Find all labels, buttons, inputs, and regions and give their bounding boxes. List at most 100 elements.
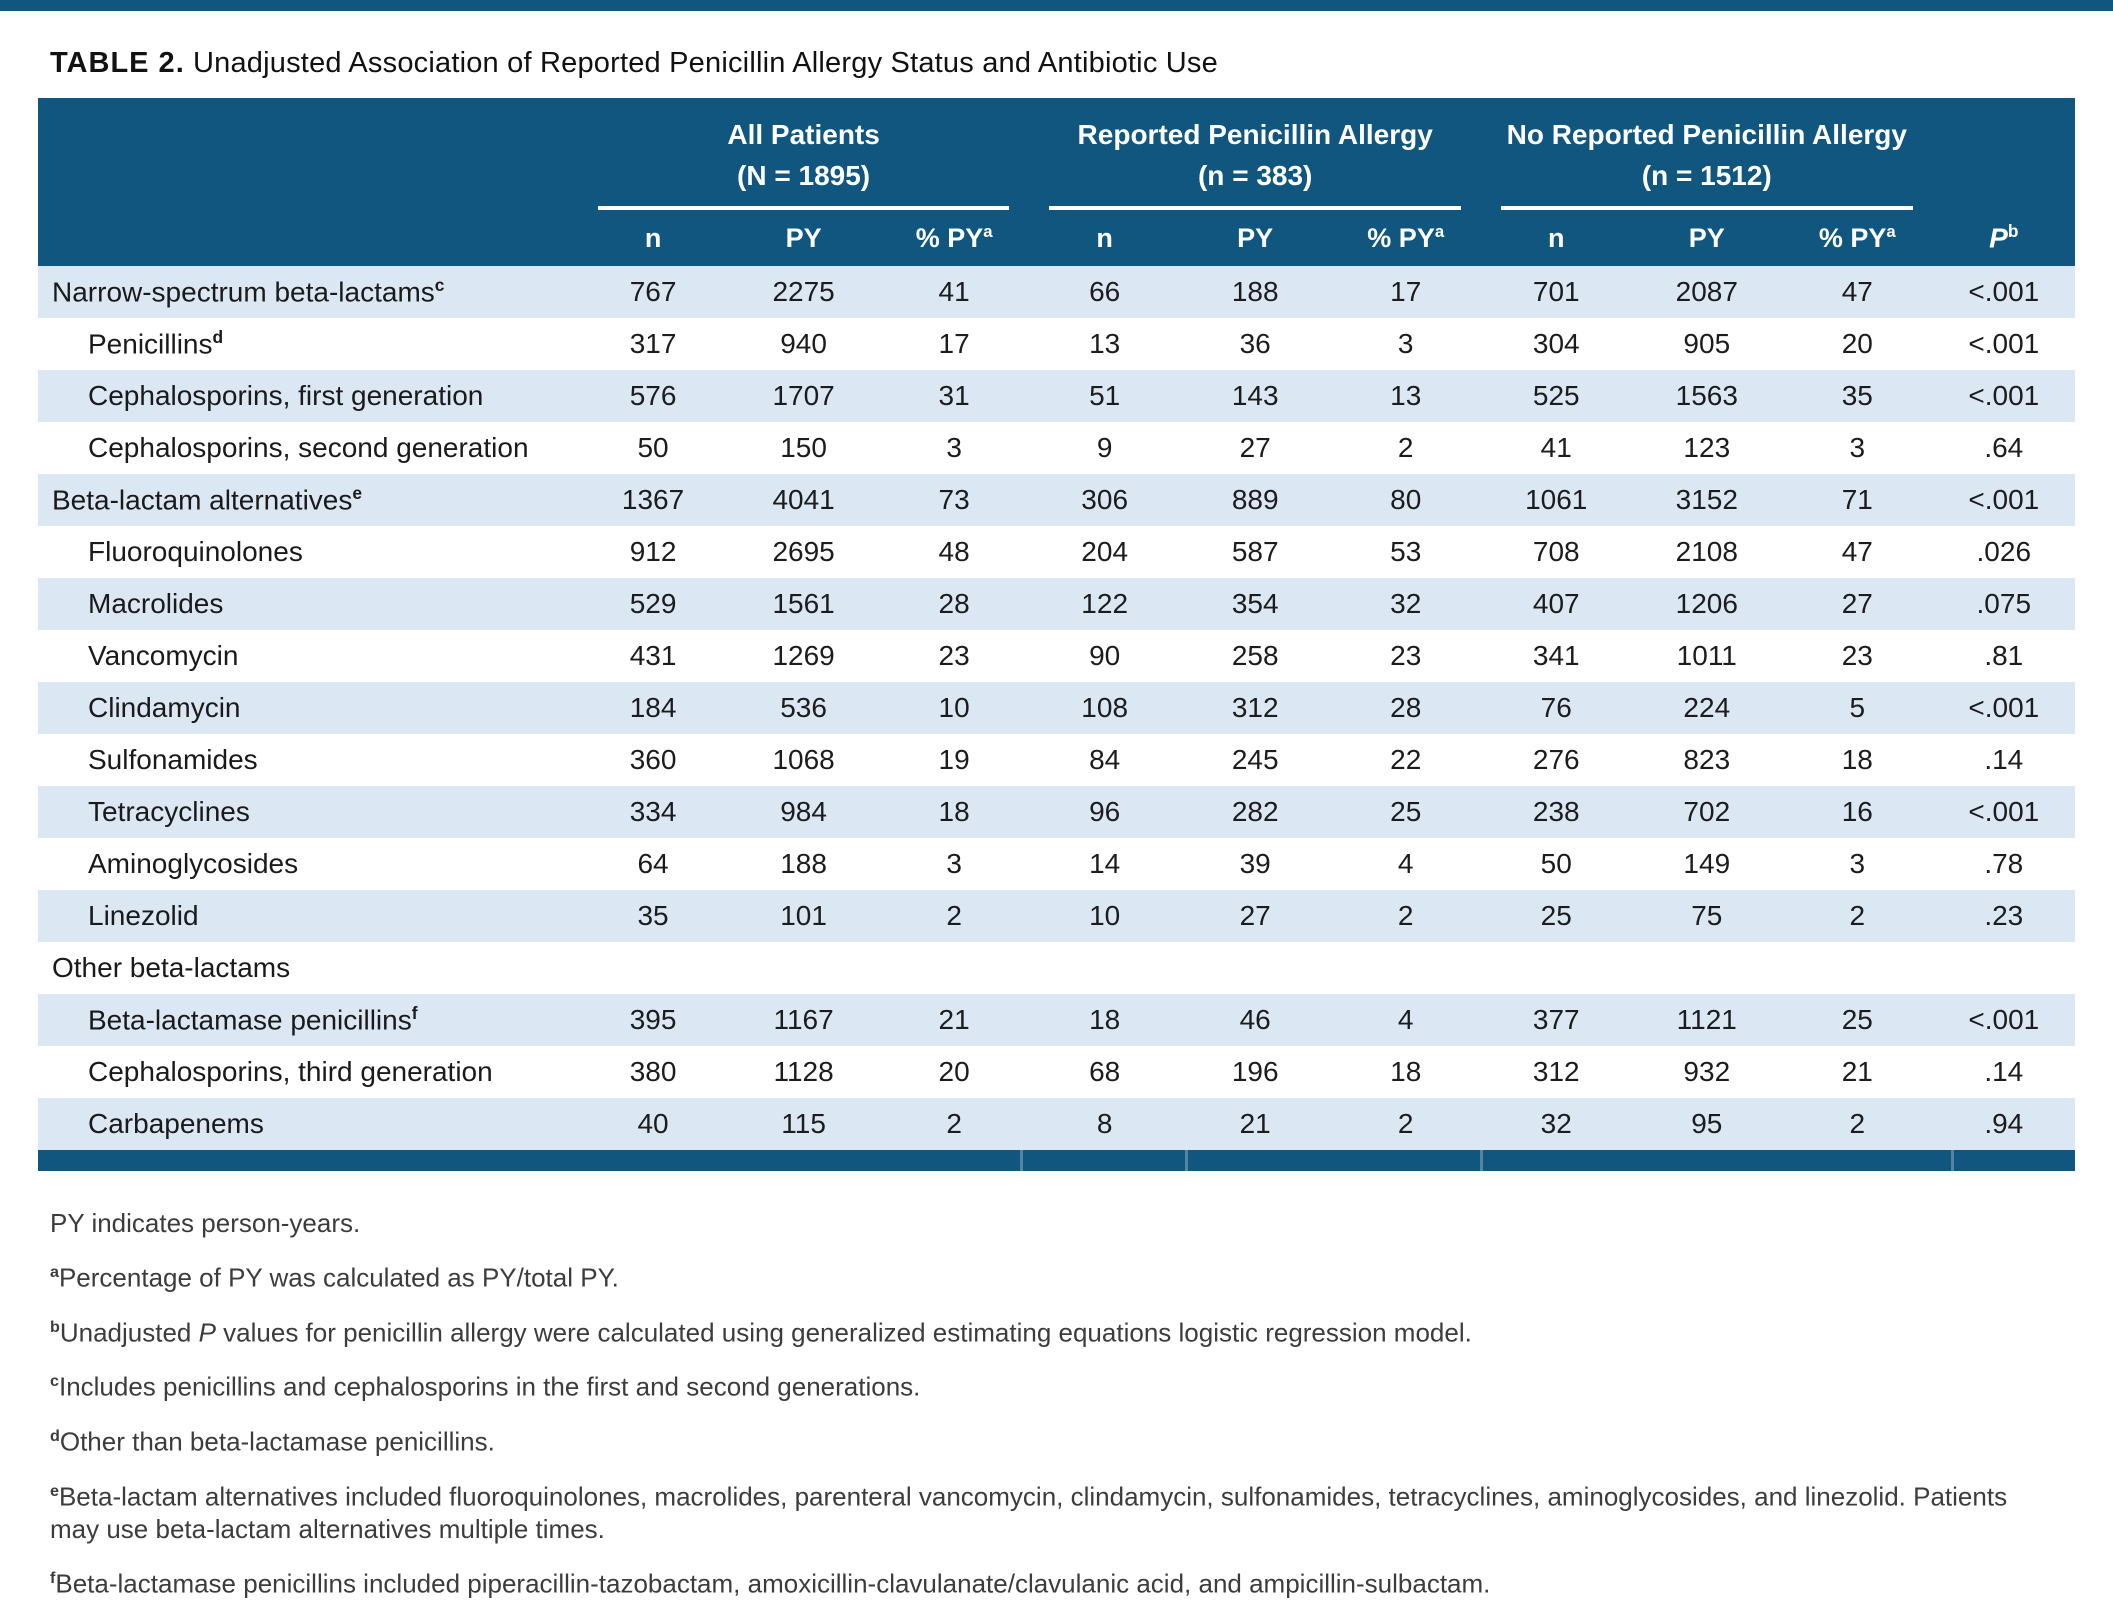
- footnote: bUnadjusted P values for penicillin alle…: [50, 1317, 1472, 1348]
- table-cell: 84: [1029, 734, 1180, 786]
- table-cell: 2: [1782, 890, 1933, 942]
- table-cell: [728, 942, 879, 994]
- table-cell: 3: [878, 422, 1030, 474]
- column-header-row: n PY % PYa n PY % PYa n PY % PYa Pb: [38, 210, 2075, 266]
- table-cell: 28: [1330, 682, 1481, 734]
- row-label: Linezolid: [38, 890, 578, 942]
- row-label: Narrow-spectrum beta-lactamsc: [38, 266, 578, 318]
- table-body: Narrow-spectrum beta-lactamsc 767 2275 41 66…: [38, 266, 2075, 1150]
- table-cell: 984: [728, 786, 879, 838]
- table-cell: 53: [1330, 526, 1481, 578]
- table-cell: 51: [1029, 370, 1180, 422]
- table-cell: 80: [1330, 474, 1481, 526]
- table-cell: 31: [878, 370, 1030, 422]
- table-cell: 529: [577, 578, 729, 630]
- column-header-n: n: [1480, 210, 1632, 266]
- table-cell: 150: [728, 422, 879, 474]
- row-label-footnote-marker: d: [212, 327, 224, 348]
- table-cell: 17: [878, 318, 1030, 370]
- table-row: Cephalosporins, second generation 50 150 3 9…: [38, 422, 2075, 474]
- table-cell: 18: [878, 786, 1030, 838]
- footnote-marker: b: [50, 1317, 60, 1336]
- group-count: (n = 1512): [1641, 160, 1772, 191]
- table-header: All Patients (N = 1895) Reported Penicil…: [38, 98, 2075, 266]
- table-row: Beta-lactam alternativese 1367 4041 73 306 88…: [38, 474, 2075, 526]
- table-cell: 48: [878, 526, 1030, 578]
- table-cell: 9: [1029, 422, 1180, 474]
- table-cell: 3: [1330, 318, 1481, 370]
- table-cell: 341: [1480, 630, 1632, 682]
- results-table: All Patients (N = 1895) Reported Penicil…: [38, 98, 2075, 1150]
- table-cell: 2: [878, 1098, 1030, 1150]
- row-label: Aminoglycosides: [38, 838, 578, 890]
- table-cell: <.001: [1932, 318, 2075, 370]
- table-cell: 276: [1480, 734, 1632, 786]
- table-cell: 304: [1480, 318, 1632, 370]
- table-cell: <.001: [1932, 786, 2075, 838]
- footnote: PY indicates person-years.: [50, 1208, 361, 1238]
- table-row: Beta-lactamase penicillinsf 395 1167 21 18 46…: [38, 994, 2075, 1046]
- table-cell: .94: [1932, 1098, 2075, 1150]
- table-row: Macrolides 529 1561 28 122 354 32 407 1206 27.075: [38, 578, 2075, 630]
- table-cell: 2: [1330, 1098, 1481, 1150]
- table-cell: [1631, 942, 1783, 994]
- table-cell: 95: [1631, 1098, 1783, 1150]
- group-count: (n = 383): [1197, 160, 1313, 191]
- table-cell: 76: [1480, 682, 1632, 734]
- table-cell: 123: [1631, 422, 1783, 474]
- row-label: Sulfonamides: [38, 734, 578, 786]
- table-row: Fluoroquinolones 912 2695 48 204 587 53 708 2108…: [38, 526, 2075, 578]
- table-cell: 96: [1029, 786, 1180, 838]
- table-cell: 23: [1330, 630, 1481, 682]
- table-cell: 101: [728, 890, 879, 942]
- table-cell: 823: [1631, 734, 1783, 786]
- table-cell: .14: [1932, 734, 2075, 786]
- table-cell: 2: [1330, 890, 1481, 942]
- table-cell: 196: [1179, 1046, 1331, 1098]
- column-header-empty: [38, 210, 578, 266]
- table-cell: 576: [577, 370, 729, 422]
- table-cell: 13: [1330, 370, 1481, 422]
- row-label-footnote-marker: c: [434, 275, 445, 296]
- table-cell: .026: [1932, 526, 2075, 578]
- column-header-n: n: [1029, 210, 1180, 266]
- table-cell: 1167: [728, 994, 879, 1046]
- table-cell: 3152: [1631, 474, 1783, 526]
- row-label: Penicillinsd: [38, 318, 578, 370]
- table-cell: 889: [1179, 474, 1331, 526]
- table-cell: 1206: [1631, 578, 1783, 630]
- row-label: Vancomycin: [38, 630, 578, 682]
- table-cell: 4041: [728, 474, 879, 526]
- table-cell: 525: [1480, 370, 1632, 422]
- table-cell: 407: [1480, 578, 1632, 630]
- table-cell: 21: [878, 994, 1030, 1046]
- table-cell: <.001: [1932, 682, 2075, 734]
- table-cell: 2: [1782, 1098, 1933, 1150]
- table-cell: 912: [577, 526, 729, 578]
- table-cell: [1179, 942, 1331, 994]
- table-cell: 47: [1782, 526, 1933, 578]
- table-row: Narrow-spectrum beta-lactamsc 767 2275 41 66…: [38, 266, 2075, 318]
- table-cell: 188: [1179, 266, 1331, 318]
- table-cell: 1367: [577, 474, 729, 526]
- table-cell: 701: [1480, 266, 1632, 318]
- table-cell: 17: [1330, 266, 1481, 318]
- table-cell: 258: [1179, 630, 1331, 682]
- table-cell: 2275: [728, 266, 879, 318]
- row-label: Macrolides: [38, 578, 578, 630]
- table-cell: 27: [1782, 578, 1933, 630]
- table-cell: 50: [577, 422, 729, 474]
- table-cell: .64: [1932, 422, 2075, 474]
- footnote-marker: e: [50, 1481, 59, 1500]
- group-header-all-patients: All Patients (N = 1895): [577, 98, 1030, 210]
- table-cell: [1480, 942, 1632, 994]
- table-cell: 354: [1179, 578, 1331, 630]
- group-header-row: All Patients (N = 1895) Reported Penicil…: [38, 98, 2075, 210]
- table-row: Aminoglycosides 64 188 3 14 39 4 50 149 3.78: [38, 838, 2075, 890]
- table-cell: 334: [577, 786, 729, 838]
- row-label: Fluoroquinolones: [38, 526, 578, 578]
- table-cell: 73: [878, 474, 1030, 526]
- table-cell: 41: [878, 266, 1030, 318]
- table-row: Sulfonamides 360 1068 19 84 245 22 276 823 18.14: [38, 734, 2075, 786]
- table-cell: 25: [1782, 994, 1933, 1046]
